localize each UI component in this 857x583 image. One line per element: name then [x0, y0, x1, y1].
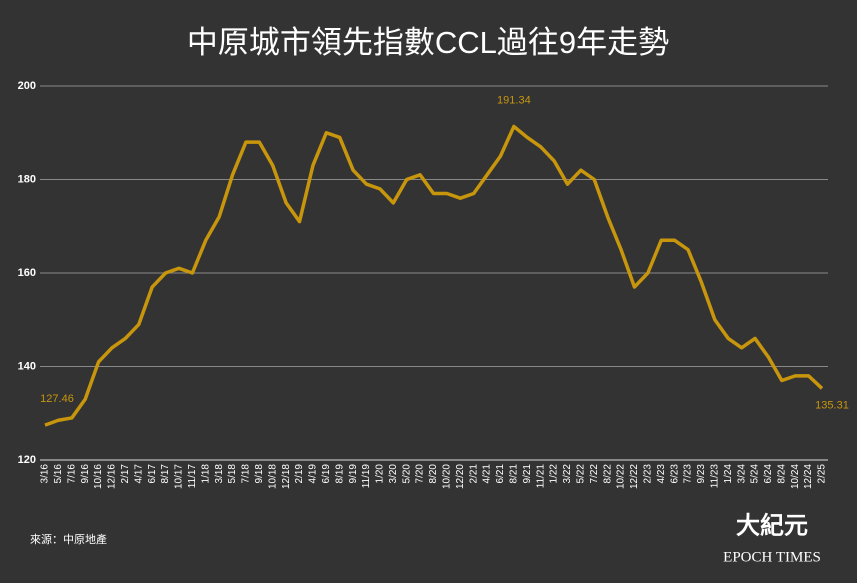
x-tick-label: 5/20	[401, 464, 412, 484]
x-tick-label: 8/21	[509, 464, 520, 484]
y-tick-label: 180	[18, 173, 36, 185]
y-tick-label: 160	[18, 267, 36, 279]
x-tick-label: 7/18	[241, 464, 252, 484]
x-tick-label: 4/19	[308, 464, 319, 484]
y-tick-label: 120	[18, 454, 36, 466]
x-tick-label: 2/21	[468, 464, 479, 484]
x-tick-label: 4/23	[656, 464, 667, 484]
x-tick-label: 10/22	[616, 464, 627, 489]
x-tick-label: 2/25	[817, 464, 828, 484]
x-tick-label: 5/22	[576, 464, 587, 484]
data-label: 191.34	[497, 94, 531, 106]
x-tick-label: 12/18	[281, 464, 292, 489]
line	[44, 124, 824, 427]
x-tick-label: 6/23	[669, 464, 680, 484]
x-tick-label: 4/21	[482, 464, 493, 484]
x-tick-label: 10/16	[93, 464, 104, 489]
data-label: 135.31	[815, 399, 849, 411]
x-tick-label: 6/24	[763, 464, 774, 484]
x-tick-label: 12/24	[803, 464, 814, 489]
x-tick-label: 6/19	[321, 464, 332, 484]
x-tick-label: 1/20	[375, 464, 386, 484]
data-label: 127.46	[40, 393, 74, 405]
x-tick-label: 5/24	[750, 464, 761, 484]
x-tick-label: 2/23	[642, 464, 653, 484]
x-tick-label: 1/18	[200, 464, 211, 484]
x-tick-label: 6/17	[147, 464, 158, 484]
x-tick-label: 12/16	[107, 464, 118, 489]
chart-title: 中原城市領先指數CCL過往9年走勢	[187, 25, 669, 60]
x-tick-label: 5/18	[227, 464, 238, 484]
y-tick-label: 200	[18, 80, 36, 92]
x-tick-label: 8/24	[776, 464, 787, 484]
x-tick-label: 1/22	[549, 464, 560, 484]
x-tick-label: 8/22	[602, 464, 613, 484]
x-tick-label: 3/22	[562, 464, 573, 484]
x-tick-label: 3/24	[736, 464, 747, 484]
x-tick-label: 3/20	[388, 464, 399, 484]
x-tick-label: 12/20	[455, 464, 466, 489]
x-tick-label: 3/16	[40, 464, 51, 484]
x-tick-label: 8/19	[334, 464, 345, 484]
logo-en: EPOCH TIMES	[723, 549, 821, 565]
x-tick-label: 9/19	[348, 464, 359, 484]
x-tick-label: 10/17	[174, 464, 185, 489]
x-tick-label: 10/20	[442, 464, 453, 489]
x-tick-label: 9/16	[80, 464, 91, 484]
x-tick-label: 7/22	[589, 464, 600, 484]
x-tick-label: 9/21	[522, 464, 533, 484]
x-tick-label: 11/19	[361, 464, 372, 489]
x-tick-label: 5/16	[53, 464, 64, 484]
x-tick-label: 9/23	[696, 464, 707, 484]
x-tick-label: 10/18	[267, 464, 278, 489]
x-tick-label: 4/17	[133, 464, 144, 484]
x-tick-label: 7/20	[415, 464, 426, 484]
x-tick-label: 7/23	[683, 464, 694, 484]
x-tick-label: 9/18	[254, 464, 265, 484]
x-tick-label: 7/16	[66, 464, 77, 484]
x-tick-label: 1/24	[723, 464, 734, 484]
x-tick-label: 6/21	[495, 464, 506, 484]
source-note: 來源：中原地產	[30, 532, 107, 546]
x-tick-label: 10/24	[790, 464, 801, 489]
x-tick-label: 11/23	[709, 464, 720, 489]
x-tick-label: 11/21	[535, 464, 546, 489]
x-tick-label: 3/18	[214, 464, 225, 484]
logo-cn: 大紀元	[736, 511, 808, 540]
x-tick-label: 8/20	[428, 464, 439, 484]
x-tick-label: 8/17	[160, 464, 171, 484]
x-tick-label: 12/22	[629, 464, 640, 489]
y-tick-label: 140	[18, 360, 36, 372]
x-tick-label: 11/17	[187, 464, 198, 489]
x-tick-label: 2/17	[120, 464, 131, 484]
x-tick-label: 2/19	[294, 464, 305, 484]
